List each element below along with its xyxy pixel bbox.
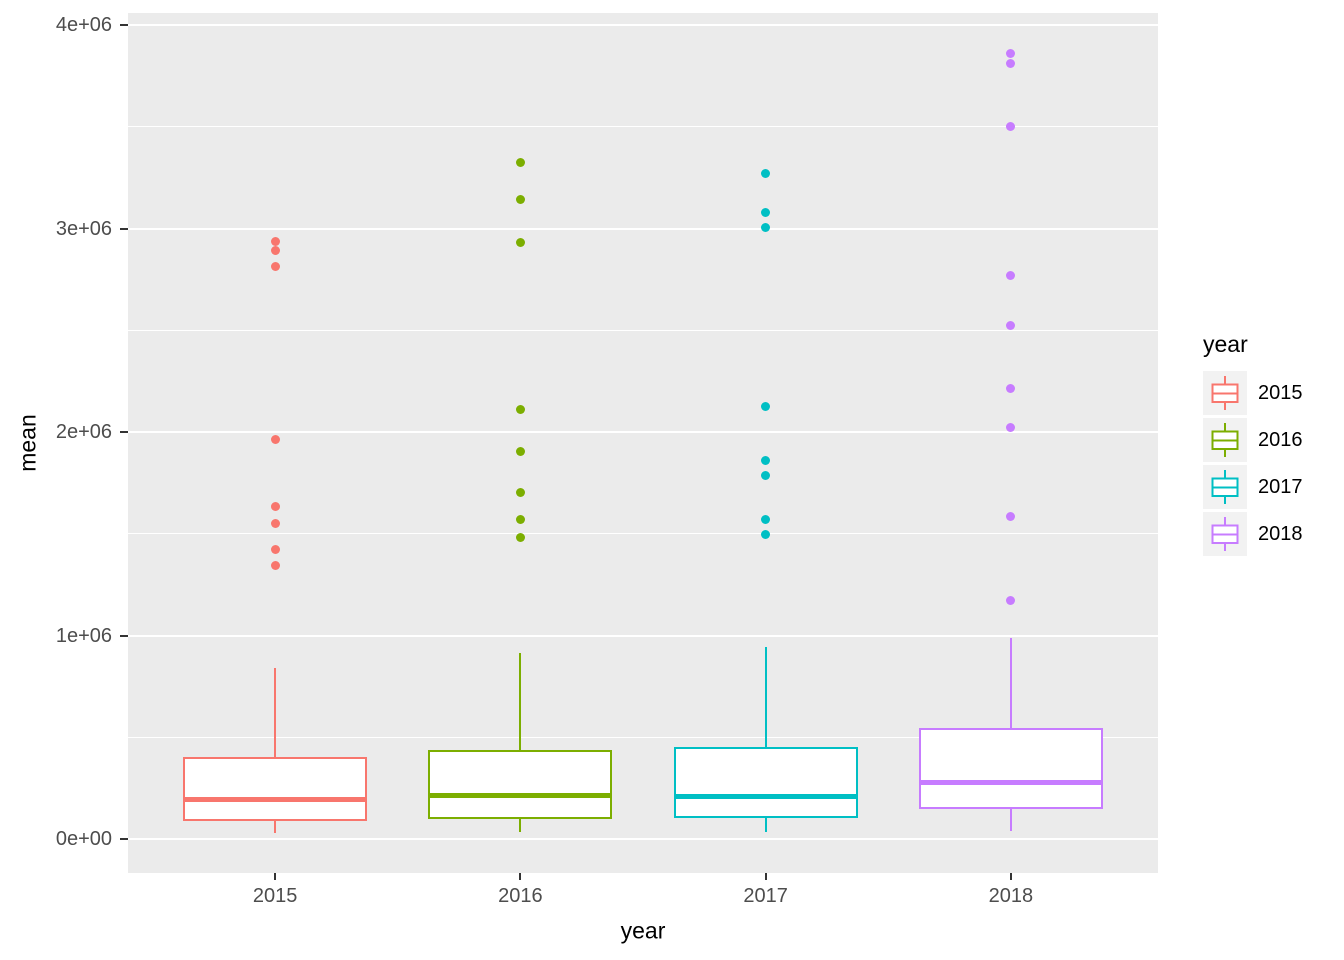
y-tick-label: 2e+06 <box>55 421 112 443</box>
legend-item-2017: 2017 <box>1203 465 1303 509</box>
outlier-dot-2017 <box>761 530 771 540</box>
outlier-dot-2016 <box>515 238 525 248</box>
minor-gridline <box>128 329 1158 331</box>
upper-whisker-2017 <box>764 647 767 748</box>
legend-item-2018: 2018 <box>1203 512 1303 556</box>
outlier-dot-2015 <box>270 435 280 445</box>
median-line-2015 <box>185 796 366 802</box>
legend-item-2015: 2015 <box>1203 371 1303 415</box>
boxplot-key-icon <box>1203 465 1247 509</box>
outlier-dot-2018 <box>1006 58 1016 68</box>
y-tick-label: 0e+00 <box>55 828 112 850</box>
lower-whisker-2018 <box>1009 809 1012 832</box>
x-tick-mark <box>1009 873 1012 880</box>
boxplot-key-icon <box>1203 371 1247 415</box>
iqr-box-2016 <box>428 750 613 820</box>
x-tick-label: 2015 <box>252 885 298 907</box>
y-tick-label: 4e+06 <box>55 14 112 36</box>
outlier-dot-2016 <box>515 404 525 414</box>
legend-item-label: 2015 <box>1258 381 1303 404</box>
major-gridline <box>128 431 1158 433</box>
major-gridline <box>128 24 1158 26</box>
y-tick-label: 1e+06 <box>55 624 112 647</box>
outlier-dot-2016 <box>515 447 525 457</box>
y-tick-mark <box>120 838 128 840</box>
x-tick-label: 2017 <box>743 885 788 907</box>
plot-panel <box>128 13 1158 873</box>
lower-whisker-2015 <box>274 821 277 833</box>
lower-whisker-2017 <box>764 818 767 833</box>
outlier-dot-2015 <box>270 245 280 255</box>
median-line-2016 <box>430 792 611 798</box>
y-tick-mark <box>120 24 128 26</box>
x-tick-mark <box>519 873 522 880</box>
outlier-dot-2016 <box>515 532 525 542</box>
x-tick-mark <box>274 873 277 880</box>
outlier-dot-2017 <box>761 455 771 465</box>
lower-whisker-2016 <box>519 819 522 833</box>
minor-gridline <box>128 736 1158 738</box>
y-tick-mark <box>120 431 128 433</box>
iqr-box-2017 <box>673 747 858 819</box>
outlier-dot-2017 <box>761 169 771 179</box>
outlier-dot-2016 <box>515 158 525 168</box>
outlier-dot-2015 <box>270 237 280 247</box>
major-gridline <box>128 838 1158 840</box>
legend-item-label: 2018 <box>1258 522 1303 545</box>
y-tick-mark <box>120 227 128 230</box>
outlier-dot-2015 <box>270 544 280 554</box>
outlier-dot-2018 <box>1006 423 1016 433</box>
x-tick-mark <box>764 873 767 880</box>
iqr-box-2015 <box>183 757 368 822</box>
minor-gridline <box>128 533 1158 535</box>
outlier-dot-2018 <box>1006 511 1016 521</box>
x-tick-label: 2018 <box>988 885 1034 907</box>
legend-item-2016: 2016 <box>1203 418 1303 462</box>
outlier-dot-2018 <box>1006 321 1016 331</box>
y-tick-label: 3e+06 <box>55 217 112 240</box>
legend: year 2015 2016 2017 2018 <box>1203 331 1303 559</box>
outlier-dot-2017 <box>761 515 771 525</box>
outlier-dot-2016 <box>515 515 525 525</box>
outlier-dot-2018 <box>1006 271 1016 281</box>
upper-whisker-2018 <box>1009 637 1012 728</box>
outlier-dot-2015 <box>270 501 280 511</box>
y-tick-mark <box>120 634 128 637</box>
outlier-dot-2018 <box>1006 383 1016 393</box>
outlier-dot-2015 <box>270 262 280 272</box>
upper-whisker-2016 <box>519 653 522 751</box>
boxplot-key-icon <box>1203 418 1247 462</box>
legend-item-label: 2017 <box>1258 475 1303 498</box>
outlier-dot-2017 <box>761 207 771 217</box>
x-tick-label: 2016 <box>498 885 543 907</box>
boxplot-key-icon <box>1203 512 1247 556</box>
legend-item-label: 2016 <box>1258 428 1303 451</box>
median-line-2018 <box>920 779 1101 785</box>
iqr-box-2018 <box>918 727 1103 810</box>
median-line-2017 <box>675 793 856 799</box>
outlier-dot-2016 <box>515 194 525 204</box>
outlier-dot-2018 <box>1006 48 1016 58</box>
major-gridline <box>128 227 1158 230</box>
outlier-dot-2015 <box>270 561 280 571</box>
upper-whisker-2015 <box>274 668 277 757</box>
x-axis-title: year <box>620 917 666 944</box>
outlier-dot-2017 <box>761 471 771 481</box>
outlier-dot-2016 <box>515 487 525 497</box>
outlier-dot-2017 <box>761 402 771 412</box>
legend-items: 2015 2016 2017 2018 <box>1203 371 1303 556</box>
outlier-dot-2018 <box>1006 122 1016 132</box>
major-gridline <box>128 634 1158 637</box>
legend-title: year <box>1203 331 1248 357</box>
outlier-dot-2015 <box>270 519 280 529</box>
minor-gridline <box>128 126 1158 128</box>
outlier-dot-2017 <box>761 222 771 232</box>
outlier-dot-2018 <box>1006 596 1016 606</box>
